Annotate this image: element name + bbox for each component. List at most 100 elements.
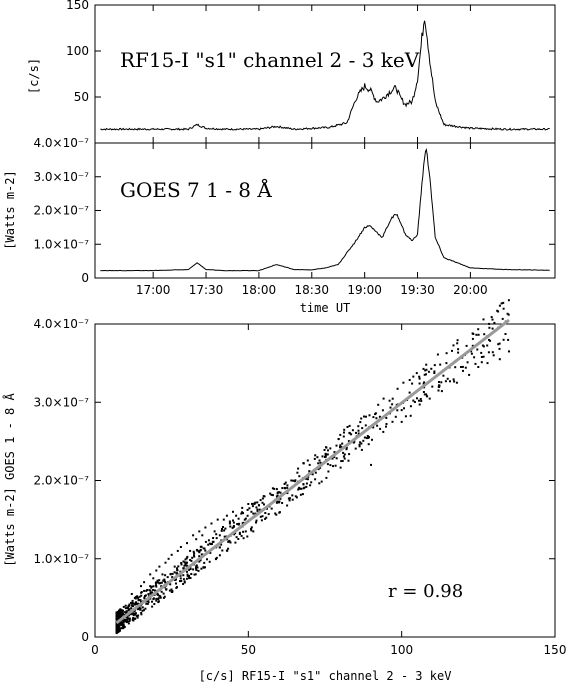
scatter-point <box>456 339 459 342</box>
scatter-point <box>506 312 509 315</box>
scatter-point <box>158 565 161 568</box>
scatter-point <box>184 558 187 561</box>
scatter-point <box>341 442 344 445</box>
scatter-point <box>176 549 179 552</box>
scatter-point <box>453 380 456 383</box>
scatter-point <box>498 347 501 350</box>
scatter-point <box>360 448 363 451</box>
scatter-point <box>367 436 370 439</box>
scatter-point <box>142 609 145 612</box>
scatter-point <box>250 529 253 532</box>
scatter-point <box>133 613 136 616</box>
scatter-point <box>400 409 403 412</box>
scatter-point <box>278 511 281 514</box>
scatter-point <box>460 366 462 368</box>
scatter-point <box>141 606 144 609</box>
scatter-point <box>165 588 168 591</box>
scatter-point <box>487 351 490 354</box>
scatter-point <box>389 406 392 409</box>
scatter-point <box>292 479 295 482</box>
scatter-point <box>431 385 434 388</box>
scatter-point <box>331 457 334 460</box>
scatter-point <box>418 375 421 378</box>
scatter-point <box>286 492 289 495</box>
scatter-point <box>237 523 240 526</box>
scatter-point <box>118 630 120 633</box>
scatter-point <box>220 543 223 546</box>
scatter-point <box>191 556 194 559</box>
scatter-point <box>454 366 457 369</box>
scatter-point <box>127 609 130 612</box>
scatter-point <box>254 501 257 504</box>
scatter-point <box>294 495 297 498</box>
scatter-point <box>456 342 459 345</box>
scatter-point <box>378 415 381 418</box>
scatter-point <box>325 446 327 449</box>
scatter-point <box>358 445 361 448</box>
scatter-point <box>334 464 337 467</box>
scatter-point <box>347 440 350 443</box>
y-tick-label: 2.0×10⁻⁷ <box>33 474 89 488</box>
scatter-point <box>319 466 322 469</box>
scatter-point <box>135 595 138 598</box>
scatter-point <box>228 522 231 525</box>
scatter-point <box>222 526 224 528</box>
y-tick-label: 4.0×10⁻⁷ <box>33 136 89 150</box>
scatter-point <box>218 546 221 549</box>
scatter-point <box>238 531 241 534</box>
scatter-point <box>360 417 363 420</box>
scatter-point <box>324 455 327 458</box>
scatter-point <box>335 444 338 447</box>
scatter-point <box>362 439 365 442</box>
scatter-point <box>400 420 403 423</box>
scatter-point <box>221 528 223 530</box>
scatter-point <box>471 337 474 340</box>
scatter-point <box>270 493 273 496</box>
scatter-point <box>359 441 362 444</box>
scatter-point <box>244 530 247 533</box>
scatter-point <box>426 395 429 398</box>
scatter-point <box>170 553 173 556</box>
scatter-point <box>480 351 483 354</box>
scatter-point <box>208 560 211 563</box>
scatter-point <box>302 487 305 490</box>
scatter-point <box>445 362 448 365</box>
scatter-point <box>119 609 122 612</box>
y-tick-label: 1.0×10⁻⁷ <box>33 237 89 251</box>
scatter-point <box>161 573 164 576</box>
scatter-point <box>173 565 176 568</box>
scatter-point <box>451 349 453 352</box>
scatter-point <box>139 599 142 602</box>
scatter-point <box>412 375 415 378</box>
scatter-point <box>156 592 159 595</box>
scatter-point <box>420 400 423 402</box>
scatter-point <box>197 550 200 553</box>
scatter-point <box>488 338 490 341</box>
scatter-point <box>368 414 371 417</box>
scatter-point <box>126 616 129 619</box>
scatter-point <box>508 350 510 353</box>
scatter-point <box>422 367 425 370</box>
scatter-point <box>325 476 328 479</box>
scatter-point <box>186 542 188 545</box>
scatter-point <box>182 574 185 577</box>
scatter-point <box>180 580 183 582</box>
scatter-point <box>493 321 496 324</box>
scatter-point <box>116 610 119 613</box>
scatter-point <box>184 562 187 565</box>
scatter-point <box>367 443 370 446</box>
scatter-point <box>164 574 167 577</box>
scatter-point <box>343 453 346 456</box>
scatter-point <box>189 568 192 570</box>
scatter-point <box>151 605 154 608</box>
scatter-point <box>227 540 230 543</box>
scatter-point <box>409 414 412 417</box>
scatter-point <box>457 348 460 351</box>
scatter-point <box>140 613 143 616</box>
scatter-point <box>396 409 399 412</box>
scatter-point <box>153 603 156 605</box>
scatter-point <box>174 579 177 581</box>
scatter-point <box>423 393 426 396</box>
scatter-point <box>171 590 174 592</box>
scatter-point <box>488 322 491 325</box>
